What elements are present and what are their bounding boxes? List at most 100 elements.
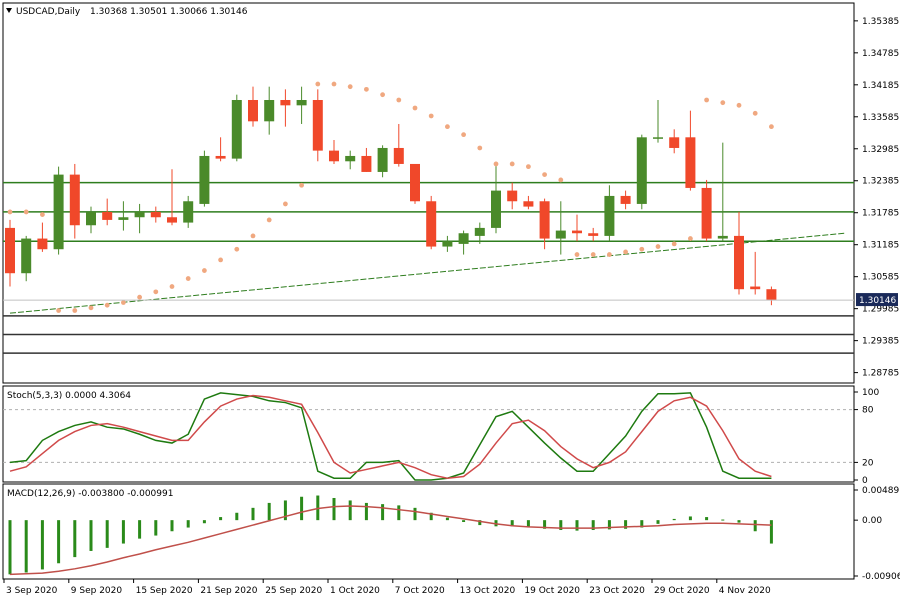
price-tick-label: 1.29985 [862, 305, 899, 315]
sar-dot [671, 241, 677, 247]
sar-dot [736, 102, 742, 108]
candle-body [474, 227, 485, 236]
macd-histogram-bar [24, 520, 28, 573]
current-price-label: 1.30146 [859, 296, 896, 306]
macd-pane[interactable]: 0.004897 0.00 -0.009068 MACD(12,26,9) -0.0… [2, 483, 900, 582]
stochastic-tick-label: 20 [862, 458, 874, 468]
candle-body [717, 235, 728, 239]
stochastic-axis: 100 80 20 0 [854, 388, 879, 486]
price-tick-label: 1.34185 [862, 81, 899, 91]
macd-histogram-bar [656, 520, 660, 524]
macd-histogram-bar [672, 518, 676, 521]
macd-histogram-bar [737, 520, 741, 523]
macd-tick-label: -0.009068 [862, 572, 900, 582]
macd-histogram-bar [445, 517, 449, 521]
macd-histogram-bar [267, 502, 271, 521]
candle-body [555, 230, 566, 239]
sar-dot [542, 172, 547, 178]
macd-histogram-bar [478, 520, 482, 526]
candle-body [636, 137, 647, 204]
candle-body [377, 147, 388, 172]
sar-dot [169, 284, 175, 289]
candle-body [604, 195, 615, 236]
macd-histogram-bar [8, 520, 12, 575]
macd-histogram-bar [73, 520, 77, 558]
sar-dot [299, 182, 304, 188]
chart-symbol: USDCAD,Daily [16, 7, 81, 17]
chart-ohlc: 1.30368 1.30501 1.30066 1.30146 [90, 7, 248, 17]
candle-body [296, 99, 307, 106]
macd-histogram-bar [105, 520, 109, 548]
sar-dot [720, 100, 726, 106]
sar-dot [607, 252, 612, 257]
candle-body [21, 238, 32, 274]
candle-body [426, 201, 437, 247]
sar-dot [250, 233, 256, 239]
candle-body [86, 211, 96, 226]
macd-pane-frame [2, 483, 855, 580]
stochastic-k-line [9, 392, 772, 481]
time-tick-label: 15 Sep 2020 [136, 586, 193, 596]
stochastic-pane-frame [2, 385, 855, 483]
macd-histogram-bar [202, 520, 206, 524]
stochastic-d-line [9, 394, 772, 479]
candle-body [5, 227, 15, 274]
candle-body [183, 201, 194, 223]
macd-histogram-bar [591, 520, 595, 531]
macd-histogram-bar [705, 517, 709, 521]
time-tick-label: 4 Nov 2020 [719, 586, 771, 596]
candle-body [329, 150, 339, 162]
candle-body [669, 137, 680, 148]
macd-histogram-bar [121, 520, 125, 544]
time-tick-label: 7 Oct 2020 [395, 586, 445, 596]
macd-histogram-bar [510, 520, 514, 527]
macd-histogram-bar [154, 520, 158, 536]
current-price-box [856, 293, 898, 307]
sar-dot [558, 177, 564, 183]
candle-body [685, 137, 696, 188]
price-tick-label: 1.32985 [862, 145, 899, 155]
price-tick-label: 1.35385 [862, 17, 899, 27]
candle-body [264, 99, 275, 122]
macd-histogram-bar [526, 520, 530, 527]
price-tick-label: 1.31785 [862, 209, 899, 219]
macd-histogram-bar [753, 520, 757, 532]
macd-histogram-bar [219, 517, 223, 521]
macd-histogram-bar [559, 520, 563, 531]
parabolic-sar [7, 81, 774, 313]
candle-body [750, 286, 761, 290]
sar-dot [396, 97, 402, 103]
candle-body [523, 201, 534, 207]
macd-histogram-bar [170, 520, 174, 532]
sar-dot [493, 161, 499, 167]
stochastic-pane[interactable]: 100 80 20 0 Stoch(5,3,3) 0.0000 4.3064 [2, 385, 879, 486]
price-pane[interactable]: 1.35385 1.34785 1.34185 1.33585 1.32985 1.323… [2, 2, 899, 384]
sar-dot [380, 92, 385, 98]
candle-body [345, 155, 356, 162]
candle-body [118, 217, 129, 220]
macd-histogram-bar [348, 500, 352, 521]
candle-body [653, 137, 663, 139]
candle-body [539, 201, 550, 239]
sar-dot [153, 289, 159, 295]
candle-body [215, 155, 226, 159]
sar-dot [623, 249, 628, 255]
candle-body [37, 238, 48, 250]
candle-body [280, 99, 291, 106]
sar-dot [461, 132, 466, 138]
price-tick-label: 1.29385 [862, 337, 899, 347]
stochastic-tick-label: 100 [862, 388, 879, 398]
collapse-triangle-icon[interactable] [6, 8, 12, 13]
time-tick-label: 9 Sep 2020 [71, 586, 123, 596]
macd-histogram-bar [413, 507, 417, 521]
candle-body [734, 235, 744, 290]
time-tick-label: 23 Oct 2020 [589, 586, 645, 596]
time-tick-label: 29 Oct 2020 [654, 586, 710, 596]
macd-histogram-bar [40, 520, 44, 570]
stochastic-tick-label: 0 [862, 476, 868, 486]
sar-dot [639, 246, 645, 252]
sar-dot [704, 97, 709, 103]
price-axis: 1.35385 1.34785 1.34185 1.33585 1.32985 1.323… [854, 17, 899, 379]
macd-histogram-bar [138, 520, 142, 539]
